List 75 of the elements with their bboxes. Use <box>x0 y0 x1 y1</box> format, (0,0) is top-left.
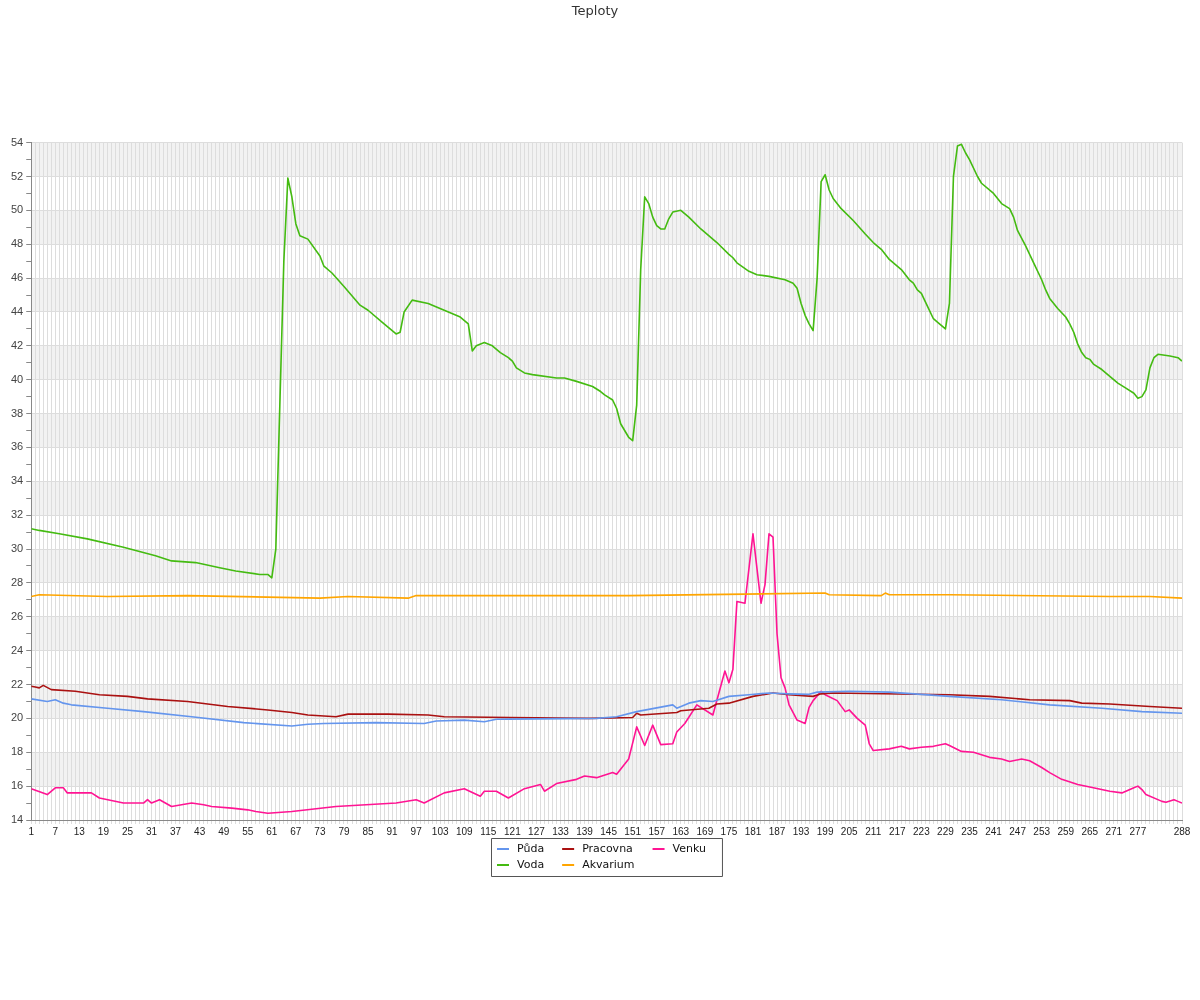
x-tick-label: 7 <box>52 825 59 837</box>
x-tick-label: 157 <box>648 825 666 837</box>
x-tick-label: 187 <box>768 825 786 837</box>
legend-label: Pracovna <box>582 841 633 855</box>
x-tick-label: 271 <box>1105 825 1123 837</box>
y-tick-label: 36 <box>10 440 24 453</box>
x-tick-label: 288 <box>1173 825 1191 837</box>
x-tick-label: 91 <box>386 825 399 837</box>
x-tick-label: 205 <box>840 825 858 837</box>
x-tick-label: 127 <box>528 825 546 837</box>
x-tick-label: 217 <box>888 825 907 837</box>
x-tick-label: 49 <box>218 825 230 837</box>
y-tick-label: 44 <box>10 304 24 317</box>
x-tick-label: 79 <box>338 825 350 837</box>
y-tick-label: 32 <box>10 508 24 521</box>
x-tick-label: 253 <box>1033 825 1051 837</box>
x-tick-label: 277 <box>1129 825 1147 837</box>
x-tick-label: 115 <box>480 825 497 837</box>
y-tick-label: 24 <box>10 643 24 656</box>
x-tick-label: 103 <box>431 825 449 837</box>
x-tick-label: 85 <box>362 825 375 837</box>
x-tick-label: 139 <box>576 825 594 837</box>
x-tick-label: 55 <box>242 825 254 837</box>
y-tick-label: 26 <box>10 609 24 622</box>
y-tick-label: 34 <box>10 474 24 487</box>
y-tick-label: 46 <box>10 271 24 284</box>
y-tick-label: 38 <box>10 406 24 419</box>
x-tick-label: 121 <box>504 825 522 837</box>
x-tick-label: 247 <box>1009 825 1027 837</box>
x-tick-label: 97 <box>410 825 423 837</box>
chart-title: Teploty <box>570 3 619 19</box>
y-tick-label: 50 <box>10 203 24 216</box>
y-tick-label: 22 <box>10 677 24 690</box>
x-tick-label: 37 <box>170 825 182 837</box>
x-tick-label: 265 <box>1081 825 1099 837</box>
x-tick-label: 31 <box>145 825 158 837</box>
x-tick-label: 193 <box>792 825 810 837</box>
y-tick-label: 40 <box>10 372 24 385</box>
y-tick-label: 48 <box>10 237 24 250</box>
x-tick-label: 211 <box>865 825 882 837</box>
y-tick-label: 30 <box>10 542 24 555</box>
y-tick-label: 20 <box>10 711 24 724</box>
x-tick-label: 43 <box>194 825 206 837</box>
x-tick-label: 241 <box>985 825 1003 837</box>
x-tick-label: 199 <box>816 825 834 837</box>
x-tick-label: 235 <box>961 825 979 837</box>
x-tick-label: 169 <box>696 825 714 837</box>
x-tick-label: 223 <box>913 825 931 837</box>
x-tick-label: 229 <box>937 825 955 837</box>
x-tick-label: 145 <box>600 825 618 837</box>
x-tick-label: 1 <box>28 825 35 837</box>
x-tick-label: 73 <box>314 825 326 837</box>
x-tick-label: 133 <box>552 825 570 837</box>
y-tick-label: 28 <box>10 575 24 588</box>
y-tick-label: 14 <box>10 813 24 826</box>
legend-label: Půda <box>517 841 545 855</box>
x-tick-label: 175 <box>720 825 738 837</box>
legend-label: Venku <box>672 841 706 855</box>
x-tick-label: 109 <box>455 825 474 837</box>
y-tick-label: 18 <box>10 745 24 758</box>
x-tick-label: 67 <box>290 825 302 837</box>
y-tick-label: 52 <box>10 169 24 182</box>
x-tick-label: 259 <box>1057 825 1075 837</box>
x-tick-label: 19 <box>97 825 110 837</box>
x-tick-label: 25 <box>121 825 134 837</box>
legend-label: Voda <box>517 857 545 871</box>
x-tick-label: 163 <box>672 825 690 837</box>
x-tick-label: 151 <box>624 825 642 837</box>
x-tick-label: 61 <box>266 825 278 837</box>
y-tick-label: 54 <box>10 135 24 148</box>
x-tick-label: 13 <box>73 825 86 837</box>
legend-label: Akvarium <box>582 857 635 871</box>
y-tick-label: 16 <box>10 779 24 792</box>
x-tick-label: 181 <box>744 825 762 837</box>
y-tick-label: 42 <box>10 338 24 351</box>
